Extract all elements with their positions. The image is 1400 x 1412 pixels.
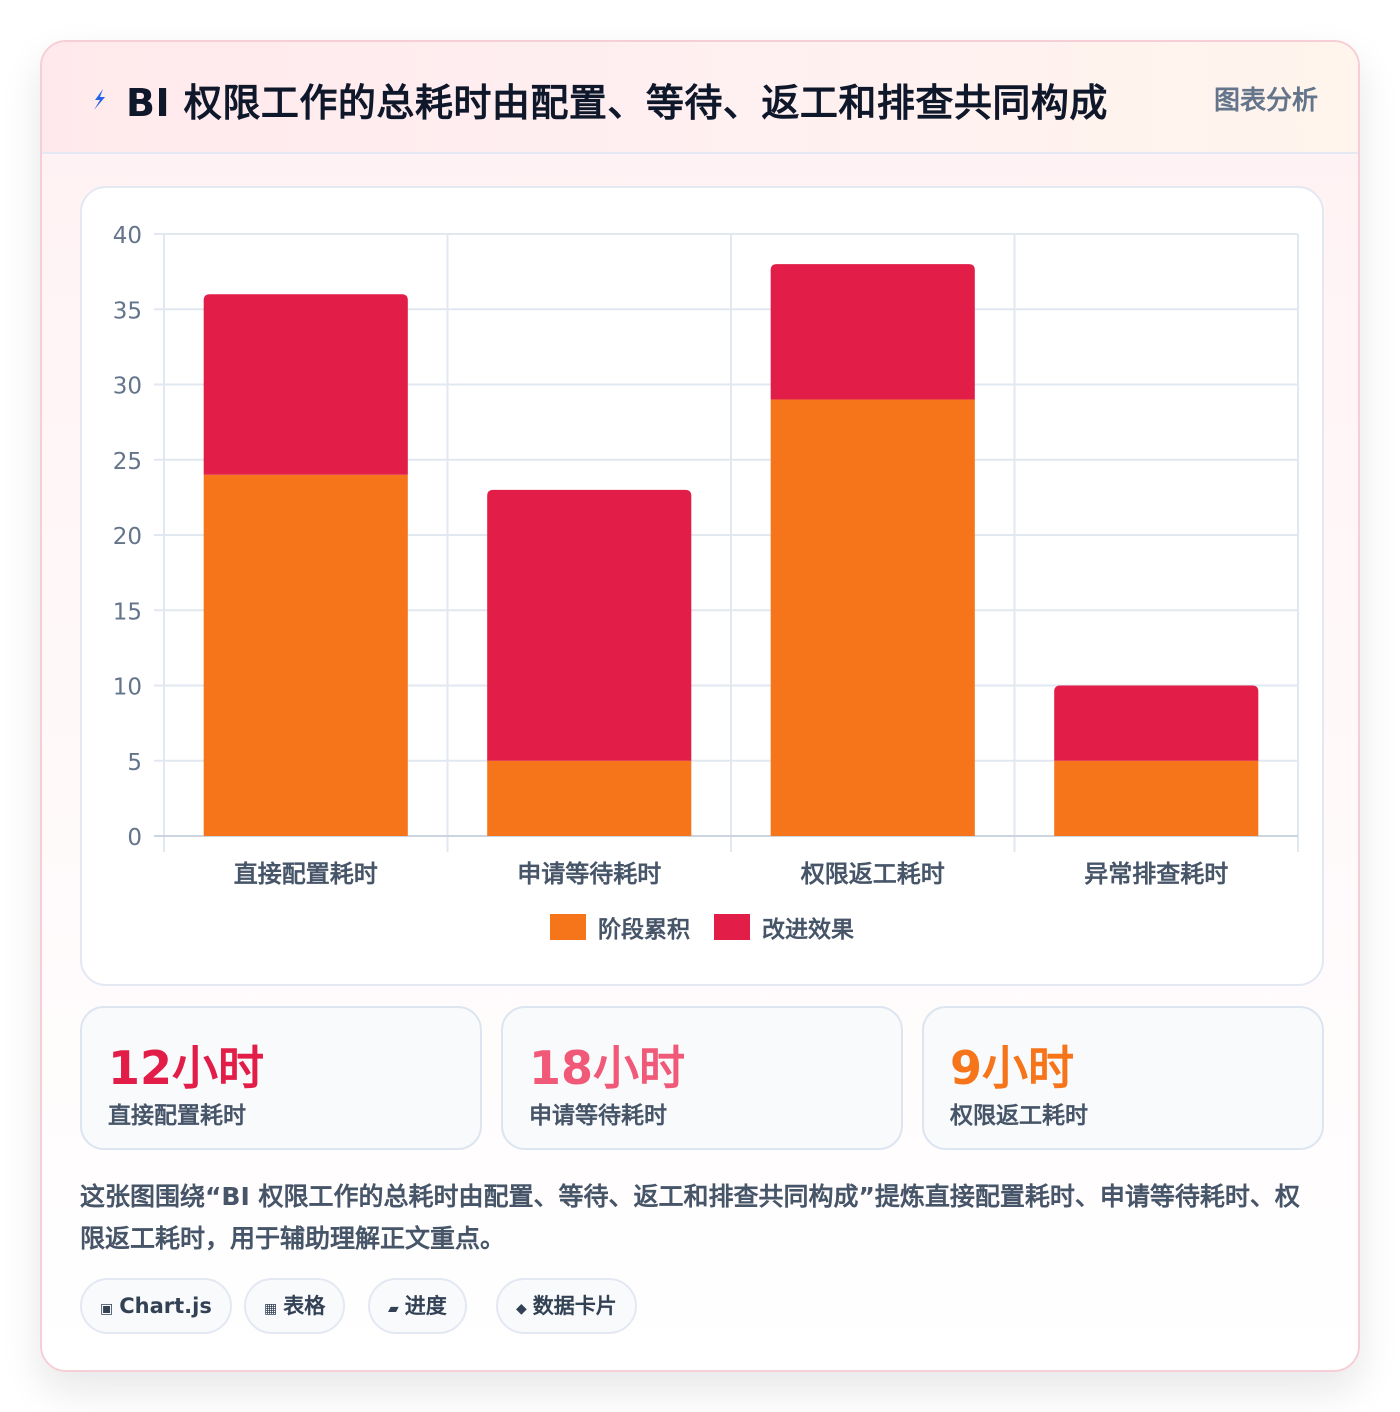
legend-swatch <box>714 914 750 940</box>
chart-description: 这张图围绕“BI 权限工作的总耗时由配置、等待、返工和排查共同构成”提炼直接配置… <box>80 1182 1300 1253</box>
chart-container: 0 5 10 15 20 25 30 35 40 直接配置耗时 申请等待耗时 权限返工耗时 异常排查耗时… <box>80 186 1324 986</box>
y-tick-label: 10 <box>113 675 142 701</box>
x-tick-label: 异常排查耗时 <box>1084 860 1228 888</box>
chip-label: 表格 <box>283 1294 326 1318</box>
y-tick-label: 15 <box>113 599 142 625</box>
bar-segment <box>770 399 975 836</box>
y-tick-label: 0 <box>127 825 142 851</box>
y-tick-label: 40 <box>113 223 142 249</box>
bar-segment <box>770 264 975 400</box>
stat-value: 18小时 <box>529 1041 686 1095</box>
chip-label: 进度 <box>404 1294 447 1318</box>
chart-card: BI 权限工作的总耗时由配置、等待、返工和排查共同构成 图表分析 0 5 10 15 2… <box>40 40 1360 1372</box>
bar-segment <box>487 760 692 836</box>
lightning-icon <box>94 89 105 110</box>
bar-segment <box>1054 685 1259 761</box>
progress-icon: ▰ <box>388 1301 399 1317</box>
y-tick-label: 5 <box>127 750 142 776</box>
x-tick-label: 直接配置耗时 <box>234 860 378 888</box>
y-tick-label: 30 <box>113 374 142 400</box>
page-title: BI 权限工作的总耗时由配置、等待、返工和排查共同构成 <box>126 81 1108 125</box>
bar-segment <box>1054 760 1259 836</box>
legend-label: 改进效果 <box>762 916 854 943</box>
diamond-icon: ◆ <box>516 1301 527 1317</box>
chip-chartjs[interactable]: ▣ Chart.js <box>80 1278 232 1334</box>
card-header: BI 权限工作的总耗时由配置、等待、返工和排查共同构成 图表分析 <box>42 42 1358 154</box>
bar-segment <box>203 474 408 836</box>
stacked-bar-chart: 0 5 10 15 20 25 30 35 40 直接配置耗时 申请等待耗时 权限返工耗时 异常排查耗时… <box>113 223 1299 943</box>
legend-label: 阶段累积 <box>598 916 690 943</box>
chip-data-card[interactable]: ◆ 数据卡片 <box>496 1278 637 1334</box>
legend-swatch <box>550 914 586 940</box>
chip-label: 数据卡片 <box>532 1294 617 1318</box>
grid-icon: ▦ <box>264 1301 278 1317</box>
square-icon: ▣ <box>100 1301 114 1317</box>
stat-label: 直接配置耗时 <box>108 1103 246 1129</box>
x-tick-label: 申请等待耗时 <box>517 860 661 888</box>
y-tick-label: 25 <box>113 449 142 475</box>
stat-card-1: 12小时 直接配置耗时 <box>80 1006 482 1150</box>
header-tag: 图表分析 <box>1213 86 1318 116</box>
y-tick-label: 20 <box>113 524 142 550</box>
stat-card-3: 9小时 权限返工耗时 <box>922 1006 1324 1150</box>
bar-segment <box>487 489 692 761</box>
stat-value: 12小时 <box>108 1041 265 1095</box>
x-tick-label: 权限返工耗时 <box>800 860 945 888</box>
stat-value: 9小时 <box>950 1041 1075 1095</box>
chip-label: Chart.js <box>119 1294 212 1318</box>
y-tick-label: 35 <box>113 298 142 324</box>
stat-label: 申请等待耗时 <box>529 1103 667 1129</box>
chip-table[interactable]: ▦ 表格 <box>244 1278 346 1334</box>
stat-label: 权限返工耗时 <box>950 1103 1088 1129</box>
chip-progress[interactable]: ▰ 进度 <box>368 1278 467 1334</box>
stat-card-2: 18小时 申请等待耗时 <box>501 1006 903 1150</box>
bar-segment <box>203 294 408 475</box>
